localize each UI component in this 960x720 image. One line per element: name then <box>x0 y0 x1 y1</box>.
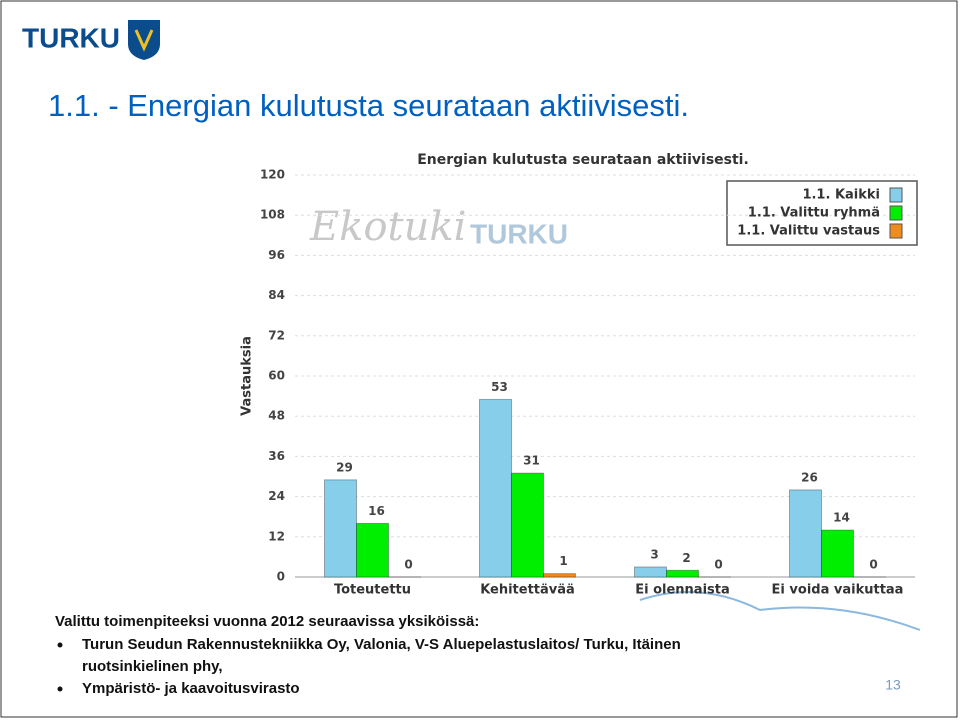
bar <box>543 573 576 578</box>
bullet-dot <box>57 642 63 648</box>
value-label: 26 <box>801 470 818 484</box>
value-label: 0 <box>714 558 722 572</box>
value-label: 29 <box>336 460 353 474</box>
value-label: 1 <box>559 554 567 568</box>
legend-label: 1.1. Valittu ryhmä <box>748 206 880 221</box>
y-tick-label: 96 <box>268 248 285 262</box>
logo-text: TURKU <box>22 22 120 53</box>
bullet-dot <box>57 686 63 692</box>
legend-swatch <box>889 187 903 203</box>
bar <box>356 522 389 578</box>
legend-box <box>726 180 918 246</box>
chart-title: Energian kulutusta seurataan aktiivisest… <box>417 152 749 168</box>
value-label: 31 <box>523 454 540 468</box>
value-label: 0 <box>404 558 412 572</box>
bullet-text: ruotsinkielinen phy, <box>82 658 223 675</box>
bar <box>479 398 512 578</box>
y-tick-label: 108 <box>260 208 285 222</box>
bullet-text: Ympäristö- ja kaavoitusvirasto <box>82 680 300 697</box>
value-label: 53 <box>491 380 508 394</box>
y-tick-label: 60 <box>268 369 285 383</box>
bar <box>324 479 357 578</box>
legend-swatch <box>889 205 903 221</box>
legend-label: 1.1. Valittu vastaus <box>737 224 880 239</box>
y-axis-label: Vastauksia <box>240 336 255 416</box>
x-tick-label: Toteutettu <box>334 583 411 598</box>
y-tick-label: 84 <box>268 288 285 302</box>
y-tick-label: 0 <box>277 570 285 584</box>
logo-crest <box>128 20 160 60</box>
value-label: 14 <box>833 511 850 525</box>
legend-swatch <box>889 223 903 239</box>
bar <box>789 489 822 578</box>
bar <box>511 472 544 578</box>
slide-title: 1.1. - Energian kulutusta seurataan akti… <box>48 88 689 123</box>
decoration-swoosh <box>639 591 921 631</box>
bar <box>666 569 699 578</box>
y-tick-label: 48 <box>268 409 285 423</box>
x-tick-label: Kehitettävää <box>480 583 575 598</box>
bar <box>821 529 854 578</box>
legend-label: 1.1. Kaikki <box>802 188 880 203</box>
y-tick-label: 36 <box>268 449 285 463</box>
x-tick-label: Ei voida vaikuttaa <box>772 583 904 598</box>
bar <box>634 566 667 578</box>
page-number: 13 <box>885 677 901 693</box>
value-label: 0 <box>869 558 877 572</box>
x-tick-label: Ei olennaista <box>635 583 730 598</box>
value-label: 3 <box>650 547 658 561</box>
watermark-logo: TURKU <box>470 218 568 249</box>
body-intro: Valittu toimenpiteeksi vuonna 2012 seura… <box>55 613 479 630</box>
y-tick-label: 24 <box>268 489 285 503</box>
watermark-brand: Ekotuki <box>309 204 466 250</box>
y-tick-label: 120 <box>260 168 285 182</box>
y-tick-label: 12 <box>268 529 285 543</box>
value-label: 2 <box>682 551 690 565</box>
bullet-text: Turun Seudun Rakennustekniikka Oy, Valon… <box>82 636 681 653</box>
y-tick-label: 72 <box>268 328 285 342</box>
value-label: 16 <box>368 504 385 518</box>
